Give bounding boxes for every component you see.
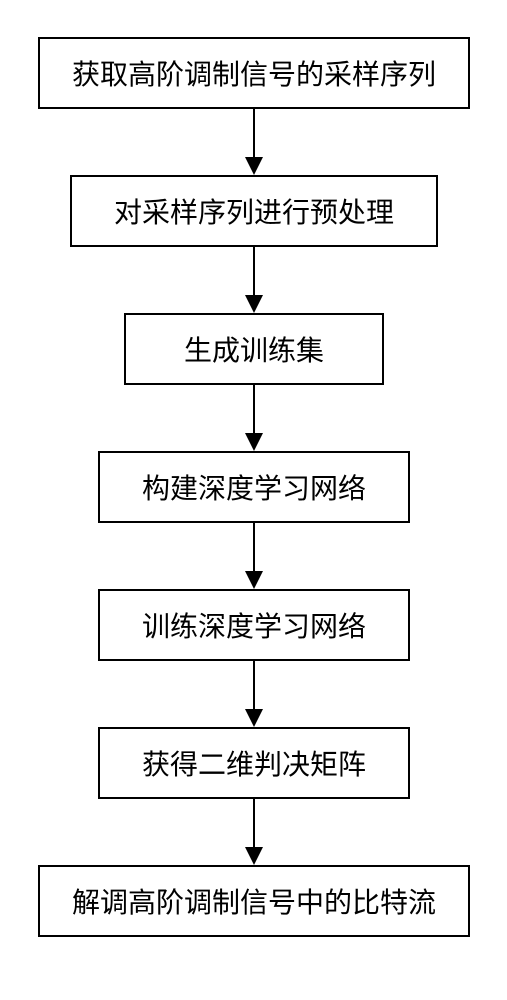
flowchart-canvas: 获取高阶调制信号的采样序列 对采样序列进行预处理 生成训练集 构建深度学习网络 … xyxy=(0,0,507,1000)
flow-arrow-6 xyxy=(0,0,507,1000)
